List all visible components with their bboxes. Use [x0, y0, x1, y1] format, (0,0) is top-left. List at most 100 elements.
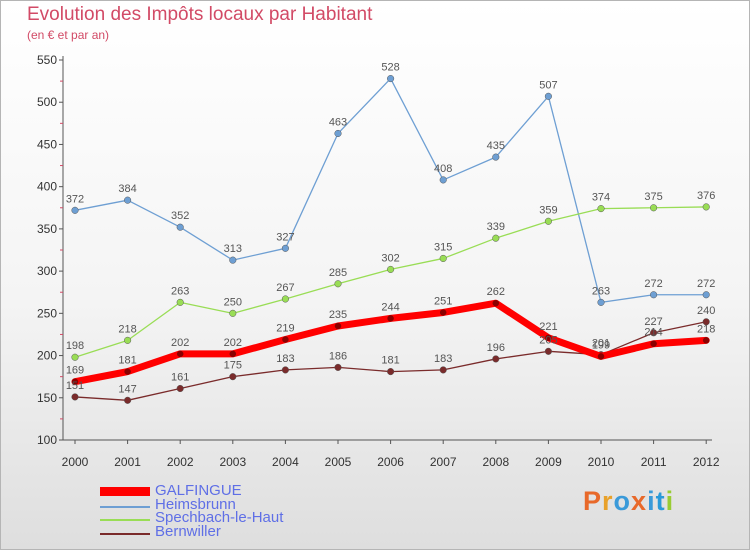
- y-tick-label: 250: [37, 306, 57, 320]
- data-point: [124, 196, 132, 204]
- logo-letter: i: [647, 486, 656, 516]
- x-tick-label: 2012: [693, 455, 720, 469]
- data-label: 507: [539, 79, 557, 91]
- legend-swatch: [100, 519, 150, 521]
- chart-title: Evolution des Impôts locaux par Habitant: [27, 4, 373, 25]
- data-point: [492, 153, 500, 161]
- data-point: [176, 384, 184, 393]
- data-label: 435: [487, 140, 505, 152]
- data-point: [544, 217, 552, 225]
- data-label: 272: [697, 278, 715, 290]
- data-point: [597, 353, 605, 360]
- data-point: [387, 368, 395, 376]
- y-tick-label: 500: [37, 95, 57, 109]
- data-label: 244: [381, 301, 399, 313]
- data-label: 202: [224, 337, 242, 349]
- data-point: [597, 205, 605, 213]
- legend-label: Spechbach-le-Haut: [155, 509, 284, 526]
- data-point: [124, 368, 131, 375]
- y-tick-label: 400: [37, 180, 57, 194]
- data-label: 262: [487, 286, 505, 298]
- data-point: [702, 291, 710, 299]
- x-tick-label: 2009: [535, 455, 562, 469]
- data-label: 175: [224, 360, 242, 372]
- data-label: 285: [329, 267, 347, 279]
- data-label: 183: [276, 353, 294, 365]
- x-tick-label: 2004: [272, 455, 299, 469]
- logo-letter: i: [665, 486, 675, 516]
- data-label: 463: [329, 116, 347, 128]
- data-label: 315: [434, 241, 452, 253]
- data-label: 528: [381, 62, 399, 74]
- x-tick-label: 2007: [430, 455, 457, 469]
- data-label: 250: [224, 296, 242, 308]
- data-point: [387, 265, 395, 273]
- data-label: 374: [592, 192, 610, 204]
- data-point: [229, 350, 237, 358]
- data-point: [650, 204, 658, 212]
- data-label: 205: [539, 334, 557, 346]
- data-point: [492, 299, 500, 307]
- data-label: 251: [434, 295, 452, 307]
- legend-label: GALFINGUE: [155, 482, 242, 499]
- data-label: 147: [118, 383, 136, 395]
- data-label: 214: [644, 327, 662, 339]
- data-label: 202: [171, 337, 189, 349]
- data-label: 359: [539, 204, 557, 216]
- data-label: 169: [66, 365, 84, 377]
- data-point: [282, 336, 289, 343]
- data-point: [544, 92, 552, 100]
- data-point: [439, 309, 447, 316]
- data-label: 181: [381, 355, 399, 367]
- data-point: [71, 206, 79, 214]
- x-tick-label: 2006: [377, 455, 404, 469]
- data-point: [387, 75, 395, 83]
- data-point: [71, 353, 79, 361]
- data-point: [229, 373, 237, 381]
- series-line-spechbach-le-haut: [74, 206, 707, 358]
- data-point: [702, 337, 710, 344]
- y-tick-label: 350: [37, 222, 57, 236]
- data-label: 372: [66, 193, 84, 205]
- data-point: [492, 355, 500, 363]
- data-label: 235: [329, 309, 347, 321]
- y-tick-label: 200: [37, 349, 57, 363]
- data-point: [439, 176, 447, 184]
- data-point: [334, 280, 342, 288]
- data-point: [545, 334, 552, 342]
- x-tick-label: 2000: [62, 455, 89, 469]
- x-tick-label: 2002: [167, 455, 194, 469]
- data-label: 186: [329, 350, 347, 362]
- x-tick-label: 2011: [641, 455, 667, 469]
- data-point: [124, 396, 132, 404]
- data-label: 384: [118, 183, 136, 195]
- logo-letter: o: [613, 486, 632, 516]
- data-point: [229, 256, 237, 264]
- data-point: [176, 298, 184, 306]
- x-tick-label: 2005: [325, 455, 352, 469]
- data-point: [71, 378, 79, 385]
- data-label: 218: [118, 323, 136, 335]
- data-label: 267: [276, 282, 294, 294]
- y-tick-label: 300: [37, 264, 57, 278]
- y-tick-label: 150: [37, 391, 57, 405]
- y-tick-label: 450: [37, 137, 57, 151]
- data-label: 201: [592, 338, 610, 350]
- data-point: [544, 347, 552, 355]
- data-point: [650, 291, 658, 299]
- chart-subtitle: (en € et par an): [27, 28, 110, 42]
- data-point: [281, 295, 289, 303]
- legend-swatch: [100, 505, 150, 508]
- data-label: 375: [644, 191, 662, 203]
- data-label: 313: [224, 243, 242, 255]
- x-tick-label: 2003: [219, 455, 246, 469]
- data-point: [281, 244, 289, 252]
- data-point: [492, 234, 500, 242]
- data-label: 272: [644, 278, 662, 290]
- data-label: 161: [171, 371, 189, 383]
- data-point: [597, 298, 605, 306]
- data-point: [124, 336, 132, 344]
- data-label: 263: [592, 285, 610, 297]
- data-point: [71, 393, 79, 401]
